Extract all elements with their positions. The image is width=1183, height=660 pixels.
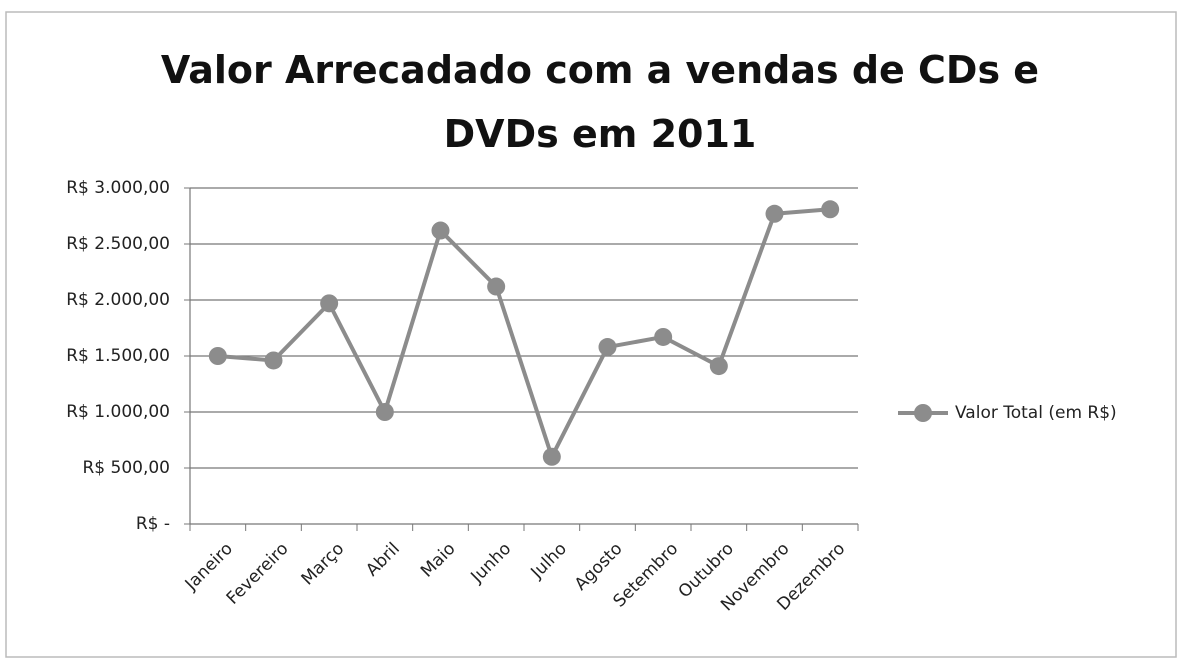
- y-tick-label: R$ -: [136, 514, 170, 534]
- chart-title: Valor Arrecadado com a vendas de CDs e D…: [160, 48, 1040, 156]
- y-tick-label: R$ 3.000,00: [66, 178, 170, 198]
- point: [709, 357, 728, 376]
- point: [208, 347, 227, 365]
- point: [542, 447, 561, 466]
- chart-border: [5, 11, 1177, 658]
- x-tick-label: Agosto: [571, 539, 627, 595]
- point: [598, 338, 617, 357]
- point: [375, 403, 394, 421]
- point: [264, 351, 283, 370]
- point: [765, 204, 784, 223]
- y-tick-label: R$ 500,00: [82, 458, 170, 478]
- x-tick-label: Fevereiro: [223, 539, 293, 609]
- legend-marker: [914, 404, 932, 422]
- y-tick-label: R$ 1.000,00: [66, 402, 170, 422]
- x-tick-label: Março: [298, 539, 349, 590]
- point: [821, 200, 840, 219]
- x-tick-label: Junho: [467, 539, 516, 588]
- x-tick-label: Julho: [527, 539, 571, 583]
- legend-label: Valor Total (em R$): [955, 403, 1117, 423]
- y-tick-label: R$ 1.500,00: [66, 346, 170, 366]
- point: [431, 221, 450, 240]
- y-tick-label: R$ 2.500,00: [66, 234, 170, 254]
- point: [487, 277, 506, 296]
- point: [320, 294, 339, 313]
- y-tick-label: R$ 2.000,00: [66, 290, 170, 310]
- x-tick-label: Janeiro: [181, 539, 237, 595]
- point: [654, 327, 673, 346]
- line: [217, 207, 831, 459]
- x-tick-label: Abril: [362, 539, 404, 581]
- x-tick-label: Maio: [417, 539, 460, 582]
